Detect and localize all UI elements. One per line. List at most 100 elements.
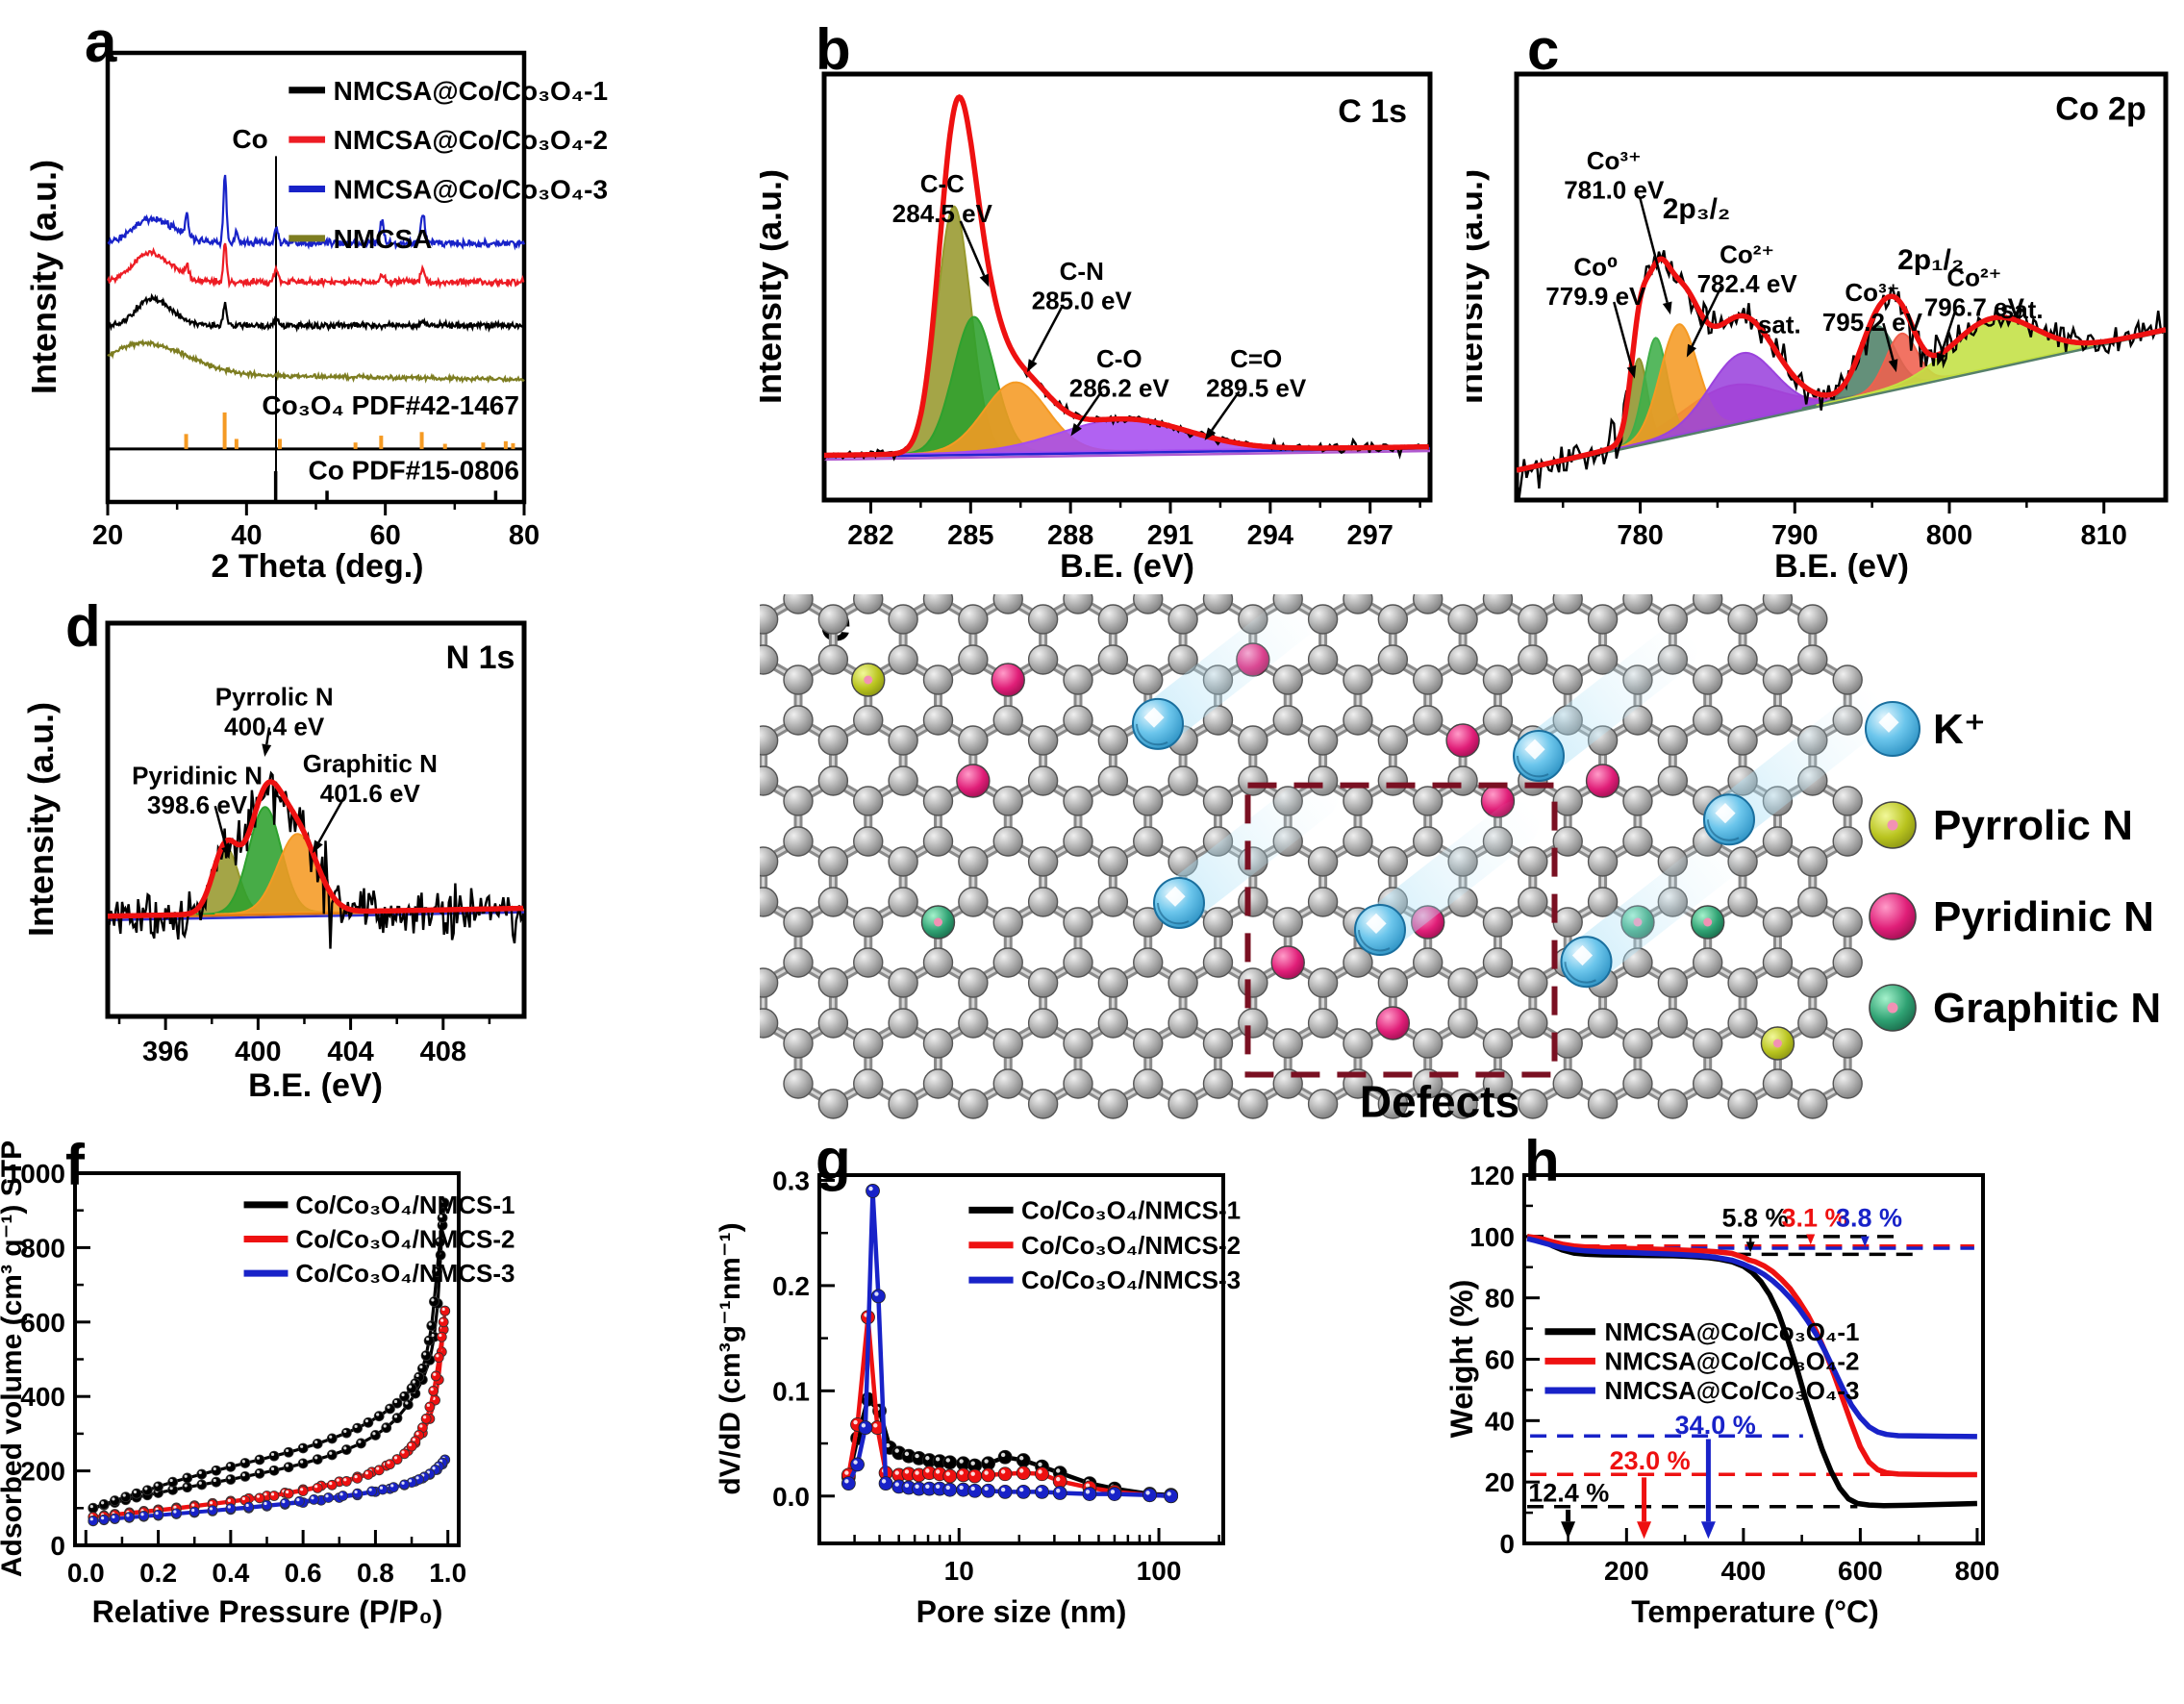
svg-text:0.6: 0.6 xyxy=(285,1558,322,1588)
svg-text:Intensity (a.u.): Intensity (a.u.) xyxy=(1467,169,1490,404)
svg-text:C 1s: C 1s xyxy=(1338,93,1407,130)
svg-text:Weight (%): Weight (%) xyxy=(1447,1280,1479,1439)
svg-text:Co/Co₃O₄/NMCS-1: Co/Co₃O₄/NMCS-1 xyxy=(1021,1195,1241,1224)
svg-text:810: 810 xyxy=(2081,520,2127,551)
svg-text:NMCSA: NMCSA xyxy=(334,224,433,254)
svg-text:23.0 %: 23.0 % xyxy=(1610,1446,1691,1475)
panel-label-h: h xyxy=(1524,1129,1560,1193)
svg-text:0: 0 xyxy=(50,1531,65,1561)
svg-text:0.0: 0.0 xyxy=(772,1482,810,1512)
svg-text:1.0: 1.0 xyxy=(429,1558,466,1588)
svg-text:3.1 %: 3.1 % xyxy=(1781,1204,1847,1233)
svg-text:0.0: 0.0 xyxy=(67,1558,105,1588)
svg-text:B.E. (eV): B.E. (eV) xyxy=(1774,548,1909,585)
svg-text:NMCSA@Co/Co₃O₄-3: NMCSA@Co/Co₃O₄-3 xyxy=(334,175,608,205)
svg-text:1000: 1000 xyxy=(6,1159,65,1189)
n1s-xps-chart: 396 400 404 408 B.E. (eV) Intensity (a.u.) N 1… xyxy=(21,620,527,1104)
svg-text:790: 790 xyxy=(1771,520,1818,551)
svg-text:120: 120 xyxy=(1469,1161,1515,1190)
svg-text:294: 294 xyxy=(1247,520,1293,551)
svg-text:Co PDF#15-0806: Co PDF#15-0806 xyxy=(309,456,519,486)
svg-text:Temperature (°C): Temperature (°C) xyxy=(1631,1594,1879,1629)
svg-text:B.E. (eV): B.E. (eV) xyxy=(248,1067,383,1104)
svg-text:282: 282 xyxy=(847,520,893,551)
svg-text:20: 20 xyxy=(92,520,123,551)
svg-text:60: 60 xyxy=(1485,1345,1515,1375)
svg-text:100: 100 xyxy=(1469,1222,1515,1252)
svg-text:34.0 %: 34.0 % xyxy=(1675,1411,1756,1440)
svg-text:200: 200 xyxy=(1604,1556,1649,1586)
svg-text:Pyridinic N: Pyridinic N xyxy=(1933,893,2154,940)
xrd-chart: 20 40 60 80 2 Theta (deg.) Intensity (a.u.) Co… xyxy=(24,50,608,585)
svg-text:sat.: sat. xyxy=(2000,295,2044,324)
svg-text:NMCSA@Co/Co₃O₄-3: NMCSA@Co/Co₃O₄-3 xyxy=(1604,1376,1859,1405)
svg-text:800: 800 xyxy=(1926,520,1972,551)
svg-text:404: 404 xyxy=(327,1037,373,1067)
svg-text:NMCSA@Co/Co₃O₄-1: NMCSA@Co/Co₃O₄-1 xyxy=(334,76,608,106)
svg-text:285: 285 xyxy=(947,520,993,551)
svg-text:288: 288 xyxy=(1047,520,1093,551)
svg-text:400: 400 xyxy=(235,1037,281,1067)
panel-label-b: b xyxy=(816,17,851,82)
svg-text:NMCSA@Co/Co₃O₄-2: NMCSA@Co/Co₃O₄-2 xyxy=(1604,1346,1859,1375)
svg-text:sat.: sat. xyxy=(1758,310,1801,338)
svg-text:Intensity (a.u.): Intensity (a.u.) xyxy=(760,169,789,404)
svg-text:0.8: 0.8 xyxy=(357,1558,394,1588)
svg-text:20: 20 xyxy=(1485,1467,1515,1497)
svg-text:Pore size (nm): Pore size (nm) xyxy=(916,1594,1127,1629)
svg-text:80: 80 xyxy=(509,520,540,551)
svg-text:3.8 %: 3.8 % xyxy=(1836,1204,1902,1233)
pore-size-chart: 10 100 0.0 0.1 0.2 0.3 Pore size (nm) dV/dD (cm… xyxy=(716,1165,1241,1629)
panel-label-c: c xyxy=(1527,17,1560,82)
svg-text:2p₁/₂: 2p₁/₂ xyxy=(1897,244,1964,276)
svg-text:60: 60 xyxy=(370,520,401,551)
svg-text:0.1: 0.1 xyxy=(772,1376,810,1406)
tga-chart: 200 400 600 800 0 20 40 60 80 100 120 Temperature (… xyxy=(1447,1161,1999,1629)
svg-text:dV/dD (cm³g⁻¹nm⁻¹): dV/dD (cm³g⁻¹nm⁻¹) xyxy=(716,1222,746,1494)
panel-label-f: f xyxy=(65,1133,85,1197)
svg-text:Co²⁺796.7 eV: Co²⁺ 796.7 eV xyxy=(1924,263,2025,322)
svg-text:800: 800 xyxy=(20,1233,65,1263)
svg-text:5.8 %: 5.8 % xyxy=(1721,1204,1788,1233)
svg-text:0: 0 xyxy=(1499,1529,1515,1559)
svg-text:Co: Co xyxy=(232,124,267,154)
svg-text:780: 780 xyxy=(1617,520,1663,551)
svg-text:NMCSA@Co/Co₃O₄-2: NMCSA@Co/Co₃O₄-2 xyxy=(334,125,608,155)
svg-text:0.2: 0.2 xyxy=(139,1558,177,1588)
panel-label-a: a xyxy=(85,10,117,74)
svg-text:Co³⁺781.0 eV: Co³⁺ 781.0 eV xyxy=(1564,146,1665,205)
panel-label-g: g xyxy=(816,1127,851,1191)
svg-text:Intensity (a.u.): Intensity (a.u.) xyxy=(21,702,61,937)
svg-text:Co/Co₃O₄/NMCS-3: Co/Co₃O₄/NMCS-3 xyxy=(1021,1265,1241,1294)
svg-text:600: 600 xyxy=(20,1308,65,1338)
svg-text:396: 396 xyxy=(142,1037,188,1067)
svg-text:Co₃O₄ PDF#42-1467: Co₃O₄ PDF#42-1467 xyxy=(262,390,519,420)
panel-label-d: d xyxy=(65,594,101,659)
svg-text:NMCSA@Co/Co₃O₄-1: NMCSA@Co/Co₃O₄-1 xyxy=(1604,1317,1859,1346)
svg-text:291: 291 xyxy=(1147,520,1193,551)
svg-text:B.E. (eV): B.E. (eV) xyxy=(1060,548,1194,585)
svg-text:600: 600 xyxy=(1838,1556,1883,1586)
svg-text:297: 297 xyxy=(1346,520,1393,551)
svg-text:N 1s: N 1s xyxy=(446,639,515,676)
svg-text:Relative Pressure (P/P₀): Relative Pressure (P/P₀) xyxy=(92,1594,443,1629)
svg-text:100: 100 xyxy=(1137,1556,1182,1586)
svg-text:Co/Co₃O₄/NMCS-3: Co/Co₃O₄/NMCS-3 xyxy=(295,1259,515,1288)
svg-text:408: 408 xyxy=(420,1037,466,1067)
svg-text:Adsorbed volume (cm³ g⁻¹) STP: Adsorbed volume (cm³ g⁻¹) STP xyxy=(0,1140,28,1577)
svg-text:Graphitic N: Graphitic N xyxy=(1933,985,2161,1032)
svg-text:Co/Co₃O₄/NMCS-2: Co/Co₃O₄/NMCS-2 xyxy=(295,1224,515,1253)
svg-text:Co²⁺782.4 eV: Co²⁺ 782.4 eV xyxy=(1697,239,1798,298)
c1s-xps-chart: 282 285 288 291 294 297 B.E. (eV) Intensity (a.… xyxy=(760,71,1433,585)
isotherm-chart: 0.0 0.2 0.4 0.6 0.8 1.0 0 200 400 600 800 1000 Relat… xyxy=(0,1140,515,1629)
svg-text:12.4 %: 12.4 % xyxy=(1528,1478,1609,1507)
svg-text:Co/Co₃O₄/NMCS-1: Co/Co₃O₄/NMCS-1 xyxy=(295,1190,515,1219)
svg-text:40: 40 xyxy=(231,520,262,551)
